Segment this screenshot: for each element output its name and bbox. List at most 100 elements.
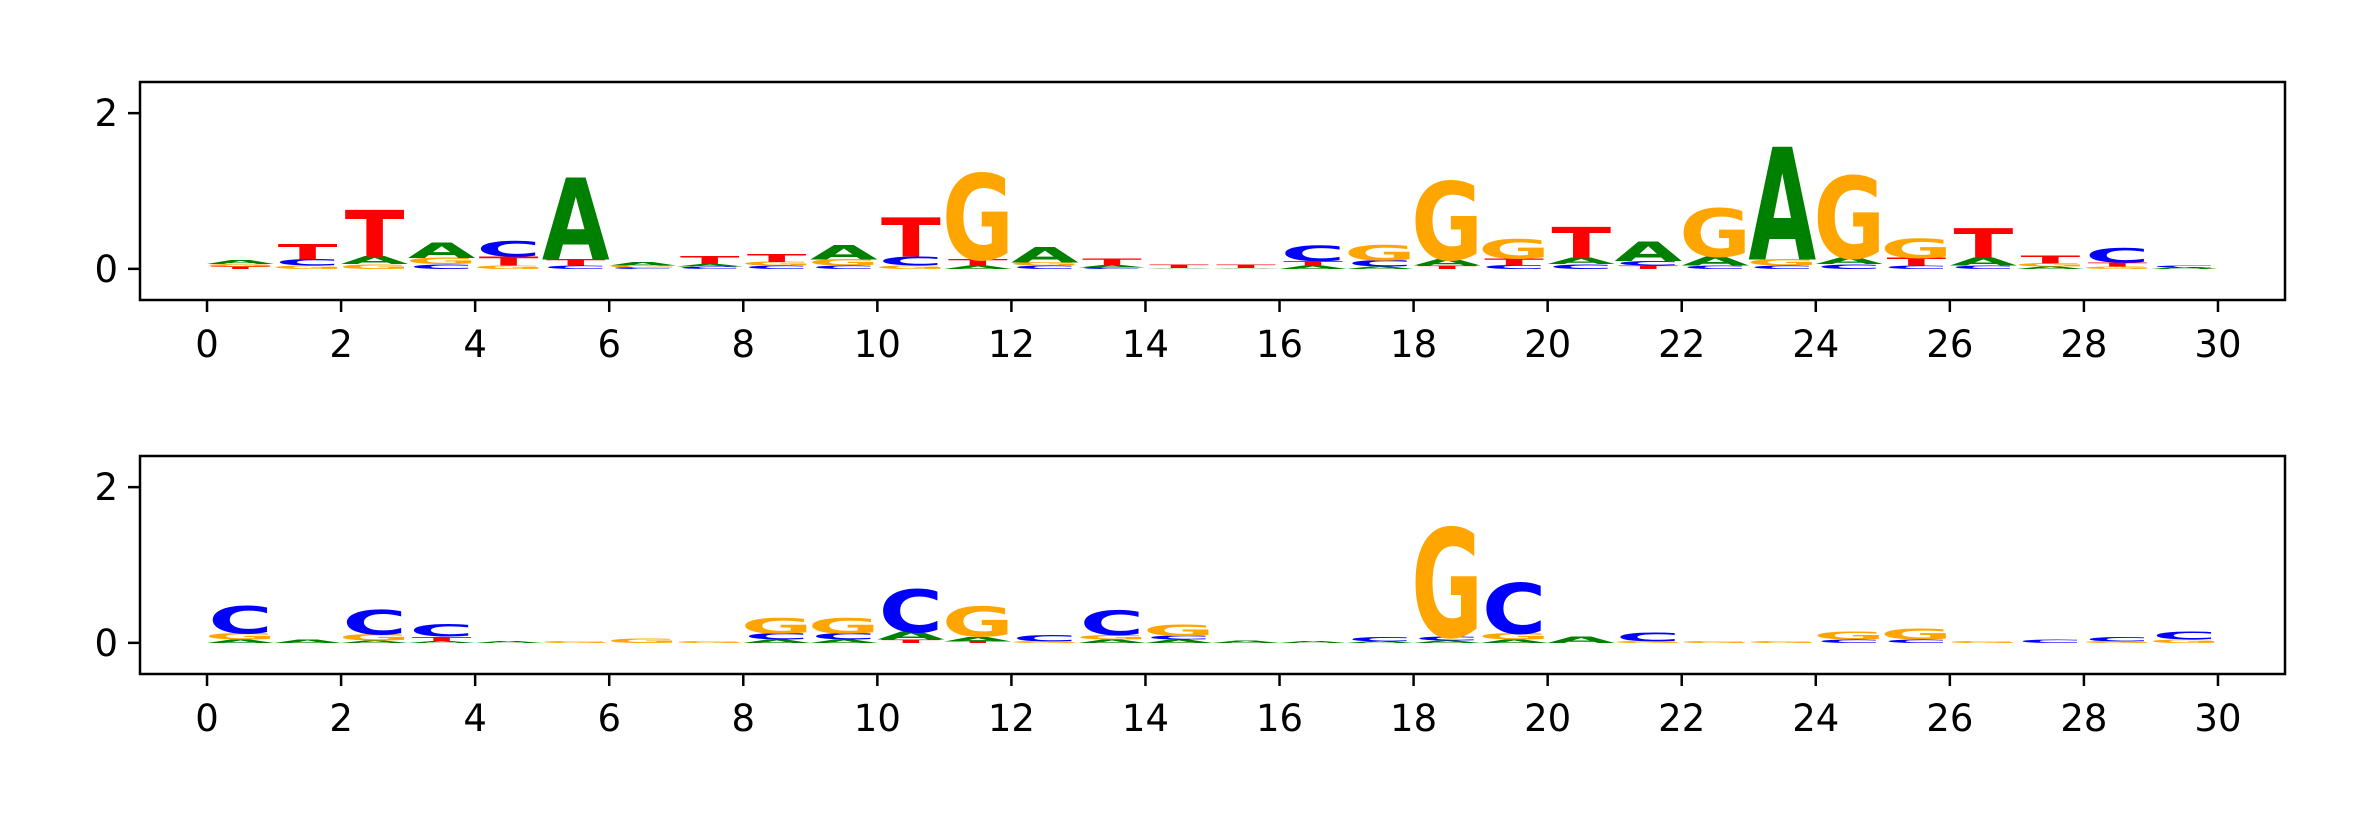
logo-letter-c: C [1080, 603, 1144, 643]
logo-letter-c: C [410, 263, 474, 271]
logo-letter-g: G [2081, 641, 2153, 644]
logo-column: TAG [1411, 161, 1483, 286]
logo-letter-a: A [810, 639, 878, 644]
logo-letter-g: G [1009, 262, 1081, 267]
logo-column: TGA [205, 259, 277, 269]
logo-letter-g: G [607, 637, 679, 645]
logo-letter-c: C [2152, 630, 2216, 642]
logo-column: GC [2149, 630, 2221, 644]
x-tick-label: 22 [1658, 323, 1705, 366]
logo-column: ACG [808, 614, 880, 644]
logo-letter-t: T [948, 258, 1009, 268]
logo-letter-a: A [475, 641, 543, 644]
logo-letter-g: G [607, 265, 679, 268]
logo-letter-a: A [1748, 116, 1816, 297]
x-tick-label: 14 [1122, 697, 1169, 740]
logo-letter-t: T [747, 252, 807, 264]
logo-letter-a: A [1212, 268, 1280, 269]
logo-letter-a: A [2151, 267, 2219, 270]
logo-letter-g: G [406, 256, 478, 266]
logo-letter-c: C [1616, 629, 1680, 644]
logo-letter-c: C [1683, 265, 1747, 270]
logo-letter-a: A [1547, 635, 1615, 645]
x-tick-label: 24 [1792, 323, 1839, 366]
logo-letter-c: C [1013, 633, 1077, 643]
logo-letter-g: G [741, 614, 813, 639]
axes-frame [138, 80, 2287, 302]
logo-letter-c: C [1482, 264, 1546, 270]
logo-column: ACG [1411, 498, 1483, 672]
axes-frame [138, 454, 2287, 676]
logo-column: TAC [877, 578, 945, 646]
logo-letter-a: A [1279, 641, 1347, 644]
logo-letter-a: A [542, 156, 610, 286]
logo-letter-g: G [1746, 258, 1818, 268]
logo-letter-g: G [1880, 234, 1952, 265]
logo-letter-a: A [1413, 258, 1481, 268]
x-tick-label: 16 [1256, 697, 1303, 740]
logo-column: AGC [1076, 603, 1148, 644]
logo-letter-g: G [1813, 630, 1885, 642]
logo-column: CG [1813, 630, 1885, 644]
y-tick-label: 2 [94, 92, 118, 135]
logo-letter-a: A [274, 639, 342, 644]
logo-letter-g: G [674, 641, 746, 644]
logo-column: AGC [205, 599, 277, 644]
logo-column: TAG [942, 600, 1014, 647]
logo-letter-g: G [942, 152, 1014, 288]
logo-column: CAT [1547, 219, 1615, 270]
logo-column: CAT [1949, 221, 2017, 270]
logo-letter-a: A [676, 264, 744, 268]
logo-letter-a: A [2016, 266, 2084, 270]
logo-letter-c: C [879, 254, 943, 269]
logo-letter-a: A [1145, 268, 1213, 269]
logo-letter-g: G [808, 258, 880, 268]
logo-letter-c: C [1884, 639, 1948, 644]
logo-letter-g: G [2014, 263, 2086, 268]
logo-letter-a: A [408, 239, 477, 264]
x-tick-label: 0 [195, 323, 219, 366]
logo-letter-g: G [1813, 154, 1885, 284]
logo-letter-g: G [1478, 632, 1550, 642]
logo-letter-c: C [745, 632, 809, 642]
logo-letter-a: A [810, 242, 878, 264]
x-tick-label: 2 [329, 697, 353, 740]
x-tick-label: 24 [1792, 697, 1839, 740]
x-tick-label: 14 [1122, 323, 1169, 366]
logo-letter-g: G [205, 632, 277, 642]
logo-letter-g: G [2081, 266, 2153, 270]
logo-column: G [1947, 641, 2019, 644]
logo-letter-c: C [1549, 263, 1613, 271]
logo-letter-a: A [1547, 256, 1615, 266]
logo-letter-c: C [1616, 260, 1680, 268]
logo-letter-g: G [741, 261, 813, 267]
logo-letter-c: C [611, 267, 675, 270]
logo-letter-g: G [205, 264, 277, 268]
logo-letter-a: A [1346, 641, 1414, 644]
logo-letter-g: G [540, 641, 612, 644]
logo-letter-c: C [1348, 259, 1412, 269]
logo-column: CG [1880, 626, 1952, 644]
logo-letter-c: C [678, 266, 742, 270]
logo-column: AGC [1478, 569, 1550, 650]
logo-letter-g: G [875, 265, 947, 270]
logo-letter-a: A [1681, 254, 1750, 269]
logo-column: AC [1346, 635, 1414, 643]
logo-letter-c: C [745, 265, 809, 270]
logo-letter-g: G [2149, 639, 2221, 644]
x-tick-label: 30 [2194, 323, 2241, 366]
logo-column: CGT [741, 252, 813, 270]
x-tick-label: 12 [988, 697, 1035, 740]
x-tick-label: 26 [1926, 323, 1973, 366]
logo-letter-t: T [278, 240, 338, 265]
logo-column: GTC [2081, 245, 2153, 270]
logo-column: A [1212, 640, 1280, 644]
logo-letter-g: G [1411, 498, 1483, 672]
logo-letter-g: G [1478, 234, 1550, 265]
logo-letter-g: G [808, 614, 880, 639]
logo-column: GTC [473, 237, 545, 270]
logo-column: CTG [1880, 234, 1952, 270]
logo-letter-g: G [1344, 241, 1416, 266]
